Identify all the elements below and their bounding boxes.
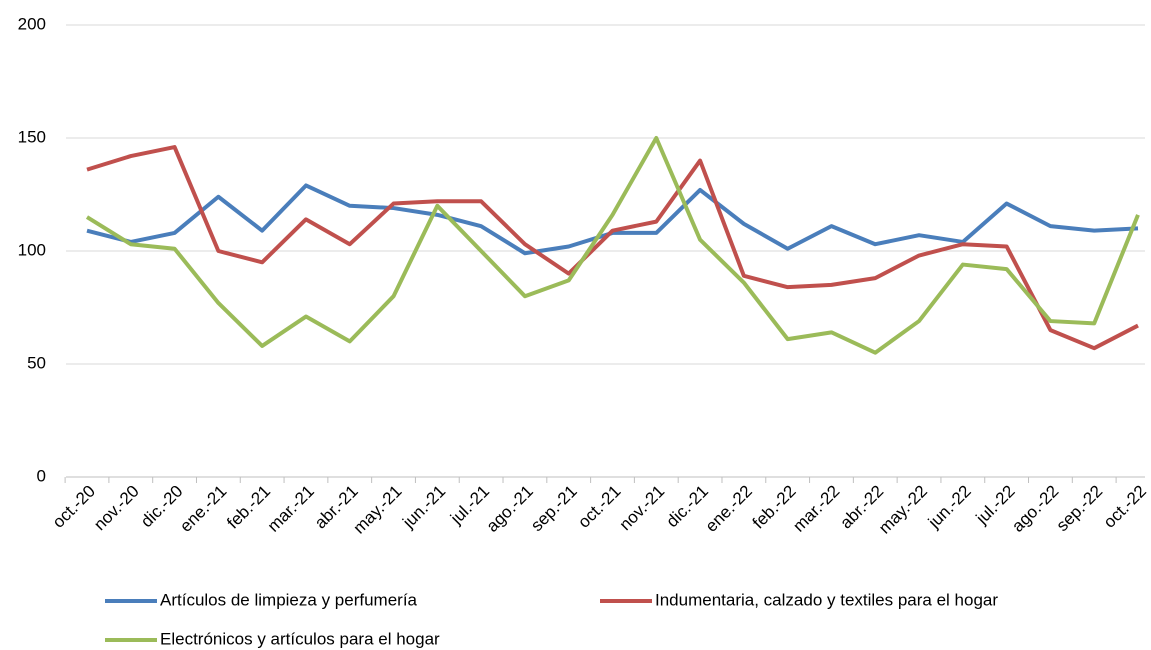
x-tick-label: nov.-20 xyxy=(90,482,143,535)
x-tick-label: ene.-22 xyxy=(702,482,756,536)
x-tick-label: oct.-21 xyxy=(574,482,624,532)
y-tick-label: 50 xyxy=(27,353,46,372)
x-tick-label: sep.-21 xyxy=(527,482,581,536)
x-tick-label: mar.-21 xyxy=(264,482,318,536)
x-tick-label: jun.-22 xyxy=(924,482,975,533)
y-tick-label: 0 xyxy=(37,466,46,485)
x-tick-label: ago.-21 xyxy=(483,482,537,536)
x-tick-label: oct.-22 xyxy=(1100,482,1150,532)
legend-label: Indumentaria, calzado y textiles para el… xyxy=(655,590,998,609)
x-tick-label: may.-22 xyxy=(875,482,931,538)
series-line xyxy=(86,183,1139,256)
x-tick-label: oct.-20 xyxy=(49,482,99,532)
x-tick-label: ene.-21 xyxy=(176,482,230,536)
series-line xyxy=(85,136,1140,355)
y-tick-label: 100 xyxy=(18,240,46,259)
x-tick-label: ago.-22 xyxy=(1008,482,1062,536)
legend-label: Artículos de limpieza y perfumería xyxy=(160,590,418,609)
x-tick-label: jun.-21 xyxy=(398,482,449,533)
y-tick-label: 200 xyxy=(18,14,46,33)
x-tick-label: sep.-22 xyxy=(1053,482,1107,536)
x-tick-label: mar.-22 xyxy=(789,482,843,536)
x-tick-label: may.-21 xyxy=(350,482,406,538)
legend-label: Electrónicos y artículos para el hogar xyxy=(160,629,440,648)
y-tick-label: 150 xyxy=(18,127,46,146)
series-line xyxy=(86,145,1139,351)
x-tick-label: nov.-21 xyxy=(616,482,669,535)
